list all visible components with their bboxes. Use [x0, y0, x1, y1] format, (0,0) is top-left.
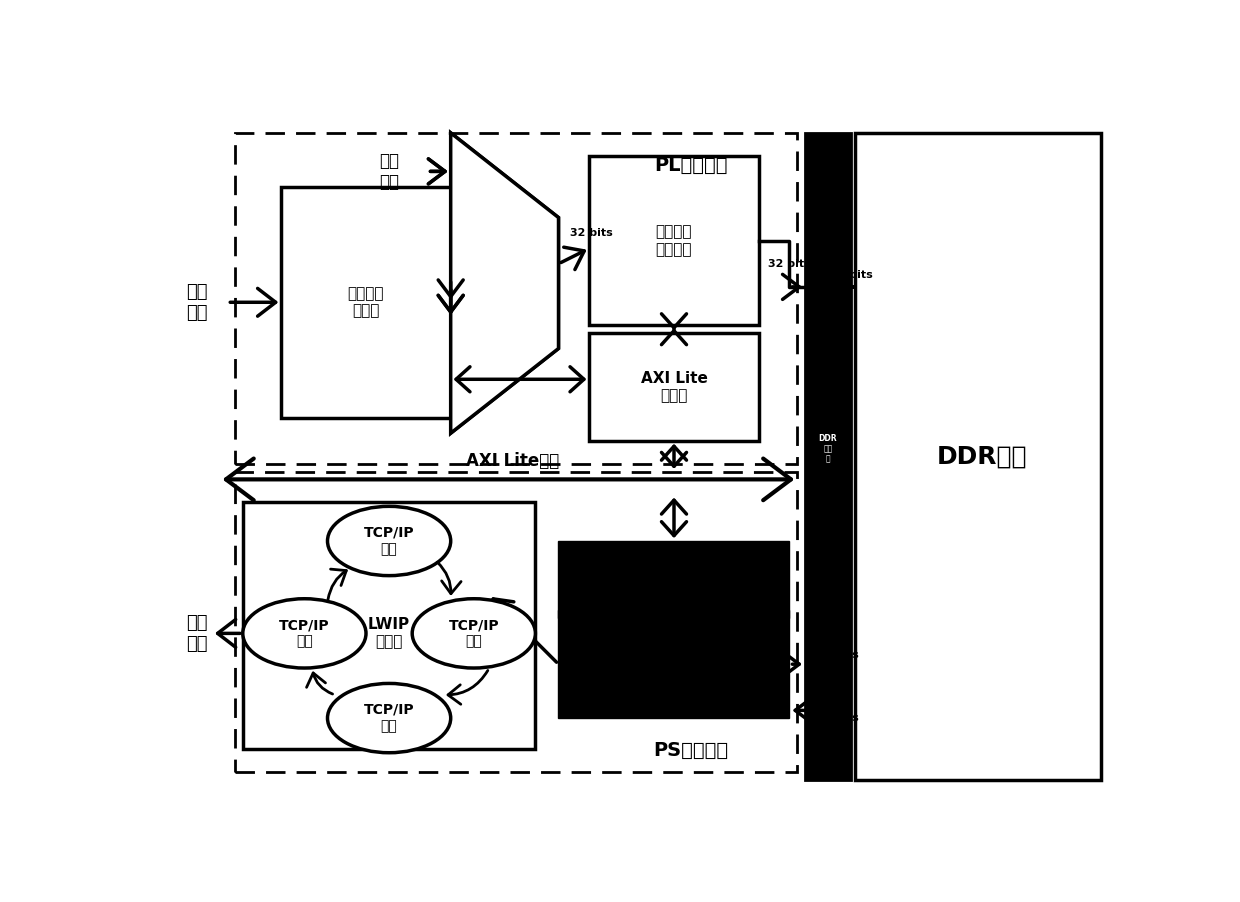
Bar [589, 333, 759, 441]
Text: PS软件设计: PS软件设计 [652, 741, 728, 760]
Bar [281, 187, 450, 418]
Text: DDR
控制
器: DDR 控制 器 [818, 434, 837, 464]
Bar [243, 502, 536, 749]
Ellipse shape [327, 506, 450, 575]
Polygon shape [450, 133, 558, 433]
Bar [558, 541, 790, 618]
Text: 32 bits: 32 bits [768, 259, 811, 269]
Text: TCP/IP
发送: TCP/IP 发送 [279, 618, 330, 649]
Ellipse shape [412, 599, 536, 668]
Text: TCP/IP
回调: TCP/IP 回调 [449, 618, 500, 649]
Text: PL逻辑设计: PL逻辑设计 [655, 156, 728, 175]
Text: 32 bits: 32 bits [816, 650, 859, 660]
Text: 数据
帧头: 数据 帧头 [379, 152, 399, 191]
Text: 输出
数据: 输出 数据 [186, 614, 207, 653]
Text: TCP/IP
应答: TCP/IP 应答 [363, 703, 414, 733]
Text: 输入数据
寄存器: 输入数据 寄存器 [347, 286, 384, 318]
Bar [805, 133, 851, 779]
Ellipse shape [327, 684, 450, 753]
Text: 直接内存
存取模块: 直接内存 存取模块 [656, 225, 692, 257]
Bar [854, 133, 1101, 779]
Text: 32 bits: 32 bits [816, 713, 859, 723]
Text: 32 bits: 32 bits [570, 228, 613, 238]
Polygon shape [450, 133, 558, 433]
Ellipse shape [243, 599, 366, 668]
Text: DDR内存: DDR内存 [936, 445, 1027, 468]
Bar [558, 611, 790, 718]
Text: AXI Lite
连接器: AXI Lite 连接器 [641, 371, 708, 403]
Text: TCP/IP
接收: TCP/IP 接收 [363, 526, 414, 556]
Text: LWIP
协议栈: LWIP 协议栈 [368, 617, 410, 649]
Text: 32 bits: 32 bits [830, 271, 873, 281]
Bar [236, 472, 797, 772]
Text: AXI Lite总线: AXI Lite总线 [466, 452, 559, 470]
Bar [589, 156, 759, 326]
Text: 输入
数据: 输入 数据 [186, 283, 207, 322]
Bar [236, 133, 797, 464]
